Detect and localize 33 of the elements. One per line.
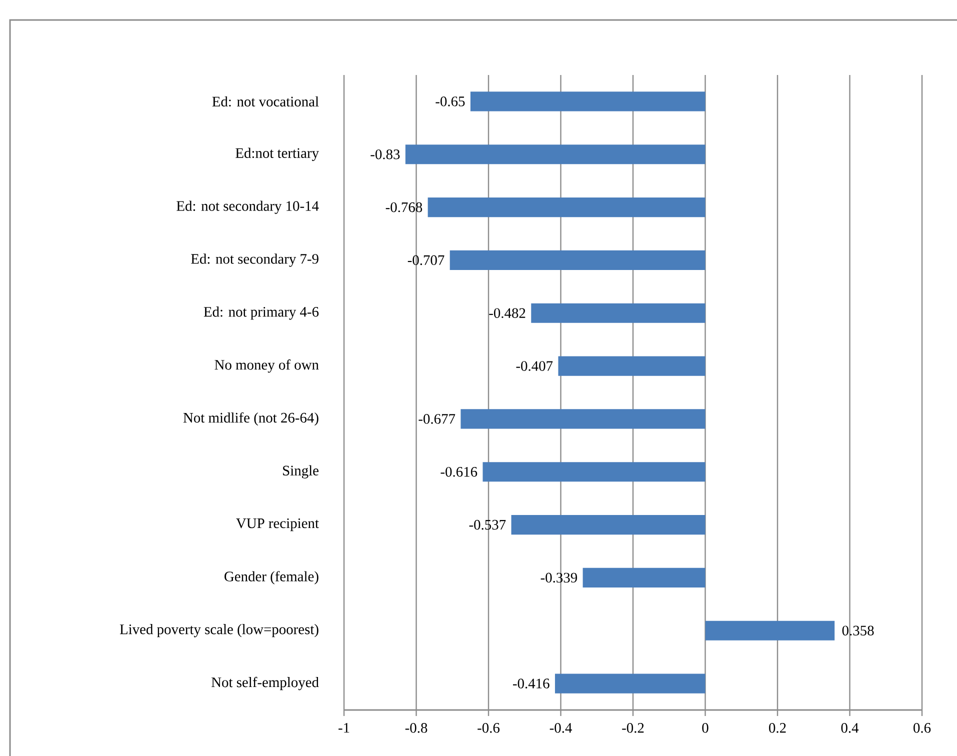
x-tick-label: 0.2: [769, 723, 786, 733]
data-label: -0.482: [489, 308, 526, 318]
y-tick-label: Gender (female): [224, 571, 318, 584]
y-tick-label: Not midlife (not 26-64): [183, 412, 318, 426]
y-tick-label: Ed: not primary 4-6: [204, 306, 319, 320]
y-tick-label: Ed: not secondary 10-14: [176, 200, 319, 214]
y-tick-label: Not self-employed: [212, 676, 319, 690]
y-tick-label: Ed:not tertiary: [236, 148, 319, 161]
x-tick-label: -0.8: [405, 723, 428, 733]
x-tick-label: 0: [702, 723, 708, 733]
data-label: -0.616: [440, 466, 478, 477]
data-label: -0.407: [516, 361, 553, 371]
data-label: 0.358: [842, 626, 874, 636]
y-tick-label: Ed: not secondary 7-9: [191, 254, 318, 267]
data-label: -0.65: [436, 96, 465, 106]
x-tick-label: -0.4: [550, 723, 572, 733]
x-tick-label: -0.2: [622, 723, 644, 733]
x-tick-label: 0.6: [914, 723, 931, 733]
data-label: -0.416: [512, 678, 550, 688]
y-tick-label: No money of own: [214, 359, 319, 373]
y-tick-label: VUP recipient: [236, 518, 319, 532]
data-label: -0.83: [370, 149, 400, 160]
x-tick-label: -0.6: [478, 723, 500, 733]
data-label: -0.537: [469, 520, 506, 530]
data-label: -0.707: [408, 255, 444, 266]
x-tick-label: 0.4: [841, 723, 859, 733]
data-label: -0.339: [540, 572, 578, 583]
data-label: -0.768: [386, 202, 422, 212]
x-tick-label: -1: [338, 722, 350, 733]
y-tick-label: Lived poverty scale (low=poorest): [120, 624, 318, 638]
y-tick-label: Single: [283, 465, 318, 478]
data-label: -0.677: [418, 414, 456, 424]
y-tick-label: Ed: not vocational: [212, 96, 319, 107]
